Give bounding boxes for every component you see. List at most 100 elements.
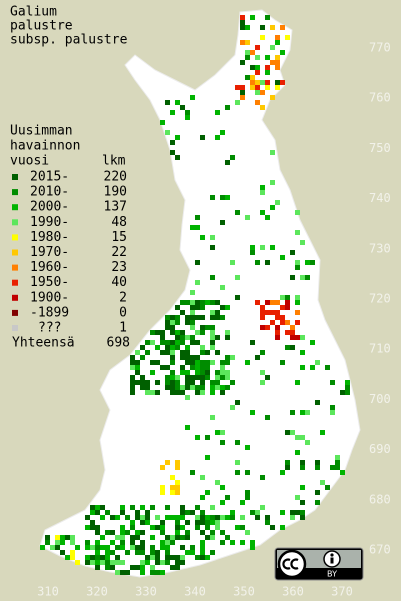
record-square bbox=[130, 390, 135, 395]
record-square bbox=[150, 565, 155, 570]
record-square bbox=[275, 85, 280, 90]
record-square bbox=[300, 460, 305, 465]
record-square bbox=[145, 390, 150, 395]
record-square bbox=[140, 565, 145, 570]
record-square bbox=[250, 65, 255, 70]
record-square bbox=[280, 470, 285, 475]
record-square bbox=[155, 345, 160, 350]
record-square bbox=[220, 515, 225, 520]
record-square bbox=[165, 460, 170, 465]
record-square bbox=[270, 180, 275, 185]
record-square bbox=[105, 550, 110, 555]
record-square bbox=[220, 385, 225, 390]
record-square bbox=[220, 485, 225, 490]
record-square bbox=[280, 315, 285, 320]
record-square bbox=[95, 510, 100, 515]
record-square bbox=[145, 350, 150, 355]
record-square bbox=[255, 80, 260, 85]
record-square bbox=[215, 370, 220, 375]
record-square bbox=[320, 480, 325, 485]
record-square bbox=[140, 345, 145, 350]
record-square bbox=[90, 555, 95, 560]
record-square bbox=[165, 340, 170, 345]
record-square bbox=[270, 300, 275, 305]
record-square bbox=[145, 380, 150, 385]
record-square bbox=[205, 325, 210, 330]
record-square bbox=[255, 65, 260, 70]
x-grid-label: 350 bbox=[233, 585, 255, 599]
record-square bbox=[110, 540, 115, 545]
record-square bbox=[285, 35, 290, 40]
record-square bbox=[210, 530, 215, 535]
record-square bbox=[180, 535, 185, 540]
record-square bbox=[225, 495, 230, 500]
record-square bbox=[85, 540, 90, 545]
record-square bbox=[295, 295, 300, 300]
record-square bbox=[260, 475, 265, 480]
record-square bbox=[170, 325, 175, 330]
record-square bbox=[250, 540, 255, 545]
y-grid-label: 760 bbox=[369, 91, 391, 105]
record-square bbox=[195, 360, 200, 365]
record-square bbox=[170, 150, 175, 155]
record-square bbox=[270, 310, 275, 315]
record-square bbox=[220, 285, 225, 290]
record-square bbox=[195, 355, 200, 360]
record-square bbox=[220, 305, 225, 310]
record-square bbox=[255, 85, 260, 90]
record-square bbox=[295, 335, 300, 340]
record-square bbox=[200, 345, 205, 350]
legend-label: 1960- bbox=[30, 260, 69, 275]
record-square bbox=[165, 320, 170, 325]
record-square bbox=[200, 330, 205, 335]
record-square bbox=[100, 555, 105, 560]
record-square bbox=[115, 545, 120, 550]
record-square bbox=[215, 515, 220, 520]
record-square bbox=[225, 105, 230, 110]
record-square bbox=[100, 535, 105, 540]
record-square bbox=[165, 550, 170, 555]
record-square bbox=[330, 405, 335, 410]
record-square bbox=[165, 365, 170, 370]
legend-count: 23 bbox=[111, 260, 127, 275]
record-square bbox=[160, 335, 165, 340]
record-square bbox=[135, 535, 140, 540]
record-square bbox=[280, 510, 285, 515]
record-square bbox=[230, 515, 235, 520]
record-square bbox=[340, 470, 345, 475]
record-square bbox=[195, 555, 200, 560]
record-square bbox=[235, 295, 240, 300]
record-square bbox=[170, 475, 175, 480]
record-square bbox=[190, 310, 195, 315]
record-square bbox=[185, 395, 190, 400]
record-square bbox=[120, 530, 125, 535]
record-square bbox=[155, 380, 160, 385]
record-square bbox=[180, 505, 185, 510]
record-square bbox=[190, 545, 195, 550]
record-square bbox=[175, 135, 180, 140]
record-square bbox=[210, 195, 215, 200]
record-square bbox=[205, 365, 210, 370]
record-square bbox=[285, 300, 290, 305]
record-square bbox=[120, 545, 125, 550]
record-square bbox=[275, 325, 280, 330]
record-square bbox=[300, 435, 305, 440]
y-grid-label: 700 bbox=[369, 392, 391, 406]
record-square bbox=[225, 305, 230, 310]
record-square bbox=[265, 15, 270, 20]
record-square bbox=[180, 390, 185, 395]
record-square bbox=[225, 515, 230, 520]
record-square bbox=[290, 410, 295, 415]
record-square bbox=[325, 365, 330, 370]
legend-count: 22 bbox=[111, 245, 127, 260]
record-square bbox=[275, 40, 280, 45]
record-square bbox=[105, 510, 110, 515]
record-square bbox=[285, 345, 290, 350]
record-squares bbox=[40, 15, 350, 575]
record-square bbox=[145, 385, 150, 390]
legend-heading: havainnon bbox=[10, 139, 80, 154]
record-square bbox=[250, 250, 255, 255]
record-square bbox=[330, 465, 335, 470]
record-square bbox=[190, 380, 195, 385]
record-square bbox=[285, 430, 290, 435]
